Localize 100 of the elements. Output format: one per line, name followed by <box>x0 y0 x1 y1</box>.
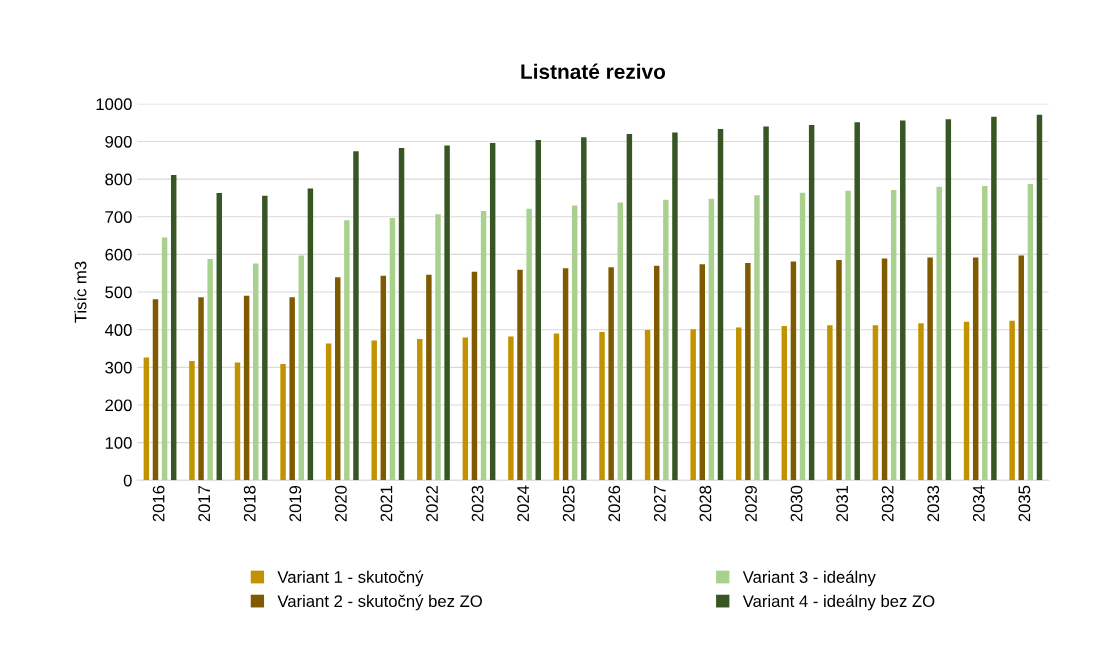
x-tick-label: 2027 <box>653 485 666 522</box>
bar <box>799 192 806 481</box>
bar <box>827 325 833 481</box>
bar <box>1018 255 1024 481</box>
bar <box>289 297 295 481</box>
x-tick-label: 2016 <box>152 485 165 522</box>
bar <box>736 327 742 481</box>
bar <box>644 330 651 481</box>
legend-label: Variant 3 - ideálny <box>742 570 876 587</box>
x-tick-label: 2021 <box>380 485 393 522</box>
bar <box>936 186 942 481</box>
bar <box>243 295 250 481</box>
y-axis-title: Tisíc m3 <box>74 261 87 323</box>
bar <box>489 142 496 481</box>
x-tick-label: 2023 <box>471 485 484 522</box>
bar <box>617 202 623 481</box>
bar <box>262 195 268 481</box>
x-tick-label: 2033 <box>927 485 940 522</box>
bar <box>161 237 168 481</box>
x-tick-label: 2025 <box>562 485 575 522</box>
bar <box>1009 320 1015 481</box>
x-tick-label: 2034 <box>972 485 985 522</box>
bar <box>398 147 405 481</box>
x-tick-label: 2026 <box>608 485 621 522</box>
y-tick-label: 600 <box>105 248 132 261</box>
bar <box>763 126 769 481</box>
x-tick-label: 2024 <box>517 485 530 522</box>
bar <box>653 265 660 481</box>
x-tick-label: 2028 <box>699 485 712 522</box>
x-tick-label: 2032 <box>881 485 894 522</box>
legend-label: Variant 1 - skutočný <box>277 570 424 587</box>
bar <box>745 263 751 481</box>
bar <box>426 274 432 481</box>
bar <box>325 343 332 481</box>
bar <box>307 188 314 481</box>
y-tick-label: 700 <box>105 211 132 223</box>
bar <box>663 199 669 481</box>
bar <box>599 331 605 481</box>
bar <box>881 258 888 481</box>
x-tick-label: 2031 <box>836 485 849 522</box>
bar <box>690 329 696 481</box>
bar <box>900 120 906 481</box>
x-tick-label: 2020 <box>334 485 347 522</box>
bar <box>836 260 842 481</box>
bar <box>252 263 259 481</box>
x-tick-label: 2022 <box>426 485 438 522</box>
bar <box>927 257 933 481</box>
bar <box>982 185 988 481</box>
y-tick-label: 200 <box>105 399 132 412</box>
bar <box>298 255 305 481</box>
bar <box>781 325 788 481</box>
bar <box>152 299 159 481</box>
bar <box>371 340 377 481</box>
bar <box>963 321 970 481</box>
bar <box>626 133 633 481</box>
bar <box>790 261 797 481</box>
y-tick-label: 500 <box>105 286 132 299</box>
chart-title: Listnaté rezivo <box>521 63 666 80</box>
bar <box>462 337 469 481</box>
x-tick-label: 2030 <box>790 485 803 522</box>
bar <box>918 323 924 481</box>
bar <box>444 145 450 481</box>
bar <box>471 271 478 481</box>
bar <box>234 362 241 481</box>
bar <box>170 174 177 481</box>
bar <box>562 268 569 481</box>
x-tick-label: 2017 <box>198 485 211 522</box>
x-tick-label: 2029 <box>745 485 757 522</box>
bar <box>216 193 222 481</box>
bar <box>890 190 897 481</box>
bar <box>517 269 523 481</box>
bar <box>872 325 879 481</box>
bar <box>380 275 387 481</box>
y-tick-label: 300 <box>105 361 132 374</box>
y-tick-label: 1000 <box>96 98 132 111</box>
bar <box>972 257 979 481</box>
legend-label: Variant 2 - skutočný bez ZO <box>277 594 482 611</box>
bar <box>389 217 396 481</box>
bar <box>553 333 560 481</box>
bar <box>189 360 195 481</box>
bar <box>198 297 204 481</box>
bar <box>571 205 578 481</box>
bar <box>754 195 760 481</box>
bar <box>207 258 213 481</box>
y-tick-label: 400 <box>104 324 132 336</box>
y-tick-label: 0 <box>123 474 132 487</box>
bar <box>435 214 441 481</box>
bar <box>280 363 286 481</box>
legend-label: Variant 4 - ideálny bez ZO <box>742 594 935 611</box>
bar <box>508 336 514 481</box>
y-tick-label: 100 <box>105 437 132 449</box>
bar <box>480 211 487 481</box>
x-tick-label: 2018 <box>243 485 256 522</box>
bar <box>1027 184 1034 481</box>
bar <box>672 132 678 481</box>
bar <box>991 116 997 481</box>
bar <box>945 119 952 481</box>
bar <box>335 277 341 481</box>
bar <box>526 208 532 481</box>
y-tick-label: 800 <box>105 173 132 186</box>
